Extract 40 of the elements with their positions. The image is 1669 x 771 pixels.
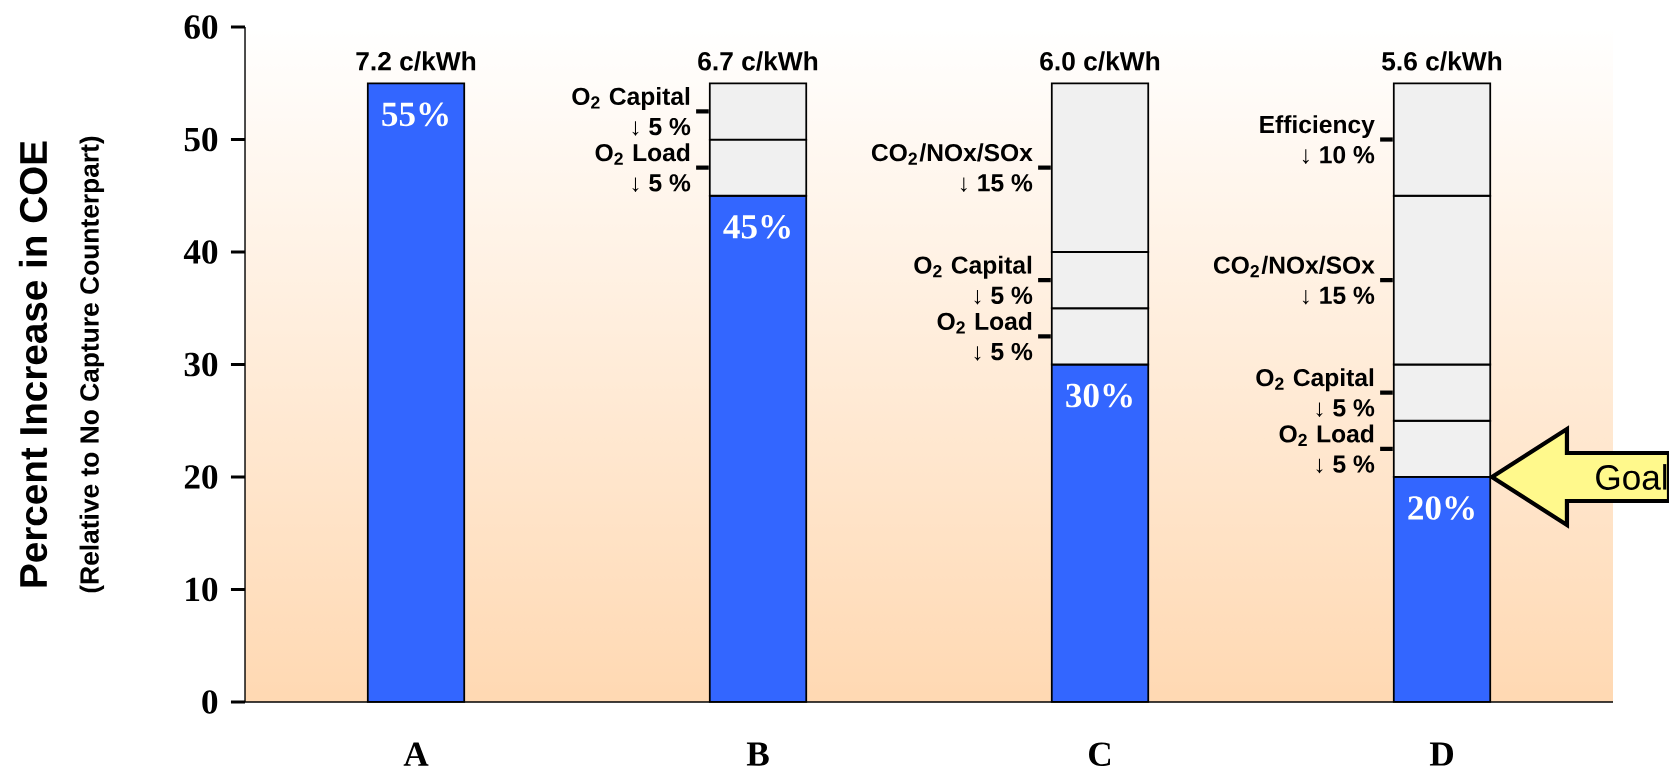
annotation: 5.6 c/kWh — [1382, 51, 1502, 71]
y-tick-label: 20 — [184, 465, 218, 489]
x-tick-label: A — [403, 742, 429, 766]
data-label: ↓ 5 % — [632, 174, 691, 192]
data-label: ↓ 5 % — [1316, 399, 1375, 417]
annotation: 7.2 c/kWh — [356, 51, 476, 71]
y-tick-label: 30 — [184, 352, 218, 377]
data-label: 45% — [723, 214, 790, 239]
data-label: ↓ 5 % — [974, 286, 1033, 305]
data-label: 20% — [1408, 496, 1474, 520]
x-tick-label: B — [746, 742, 769, 766]
data-label: ↓ 15 % — [960, 174, 1033, 192]
annotation: 6.0 c/kWh — [1040, 51, 1160, 71]
y-axis-title: Percent Increase in COE — [18, 141, 48, 587]
data-label: ↓ 10 % — [1302, 146, 1375, 164]
series-label: O$_{2}$ Load — [1279, 424, 1374, 447]
data-label: 30% — [1066, 383, 1132, 408]
y-tick-label: 40 — [183, 240, 218, 264]
text: O$_{2}$ Load — [595, 143, 690, 165]
annotation: 6.7 c/kWh — [698, 51, 818, 71]
data-label: ↓ 15 % — [1302, 286, 1375, 305]
text: O$_{2}$ Capital — [1256, 368, 1374, 392]
series-label: Efficiency — [1260, 115, 1375, 139]
x-tick-label: C — [1089, 742, 1111, 767]
text: (Relative to No Capture Counterpart) — [79, 136, 105, 593]
text: O$_{2}$ Capital — [914, 255, 1032, 279]
y-tick-label: 0 — [202, 690, 218, 714]
text: CO$_{2}$/NOx/SOx — [871, 143, 1033, 165]
data-label: ↓ 5 % — [974, 342, 1033, 361]
y-tick-label: 50 — [184, 127, 218, 152]
x-tick-label: D — [1429, 742, 1454, 766]
text: O$_{2}$ Load — [937, 312, 1032, 334]
y-tick-label: 60 — [184, 15, 218, 39]
series-label: O$_{2}$ Capital — [572, 87, 690, 110]
data-label: ↓ 5 % — [632, 117, 691, 136]
series-label: CO$_{2}$/NOx/SOx — [1213, 255, 1375, 278]
data-label: ↓ 5 % — [1316, 455, 1375, 474]
data-label: 55% — [382, 102, 448, 127]
y-tick-label: 10 — [186, 577, 218, 602]
annotation: Goal — [1596, 464, 1667, 490]
